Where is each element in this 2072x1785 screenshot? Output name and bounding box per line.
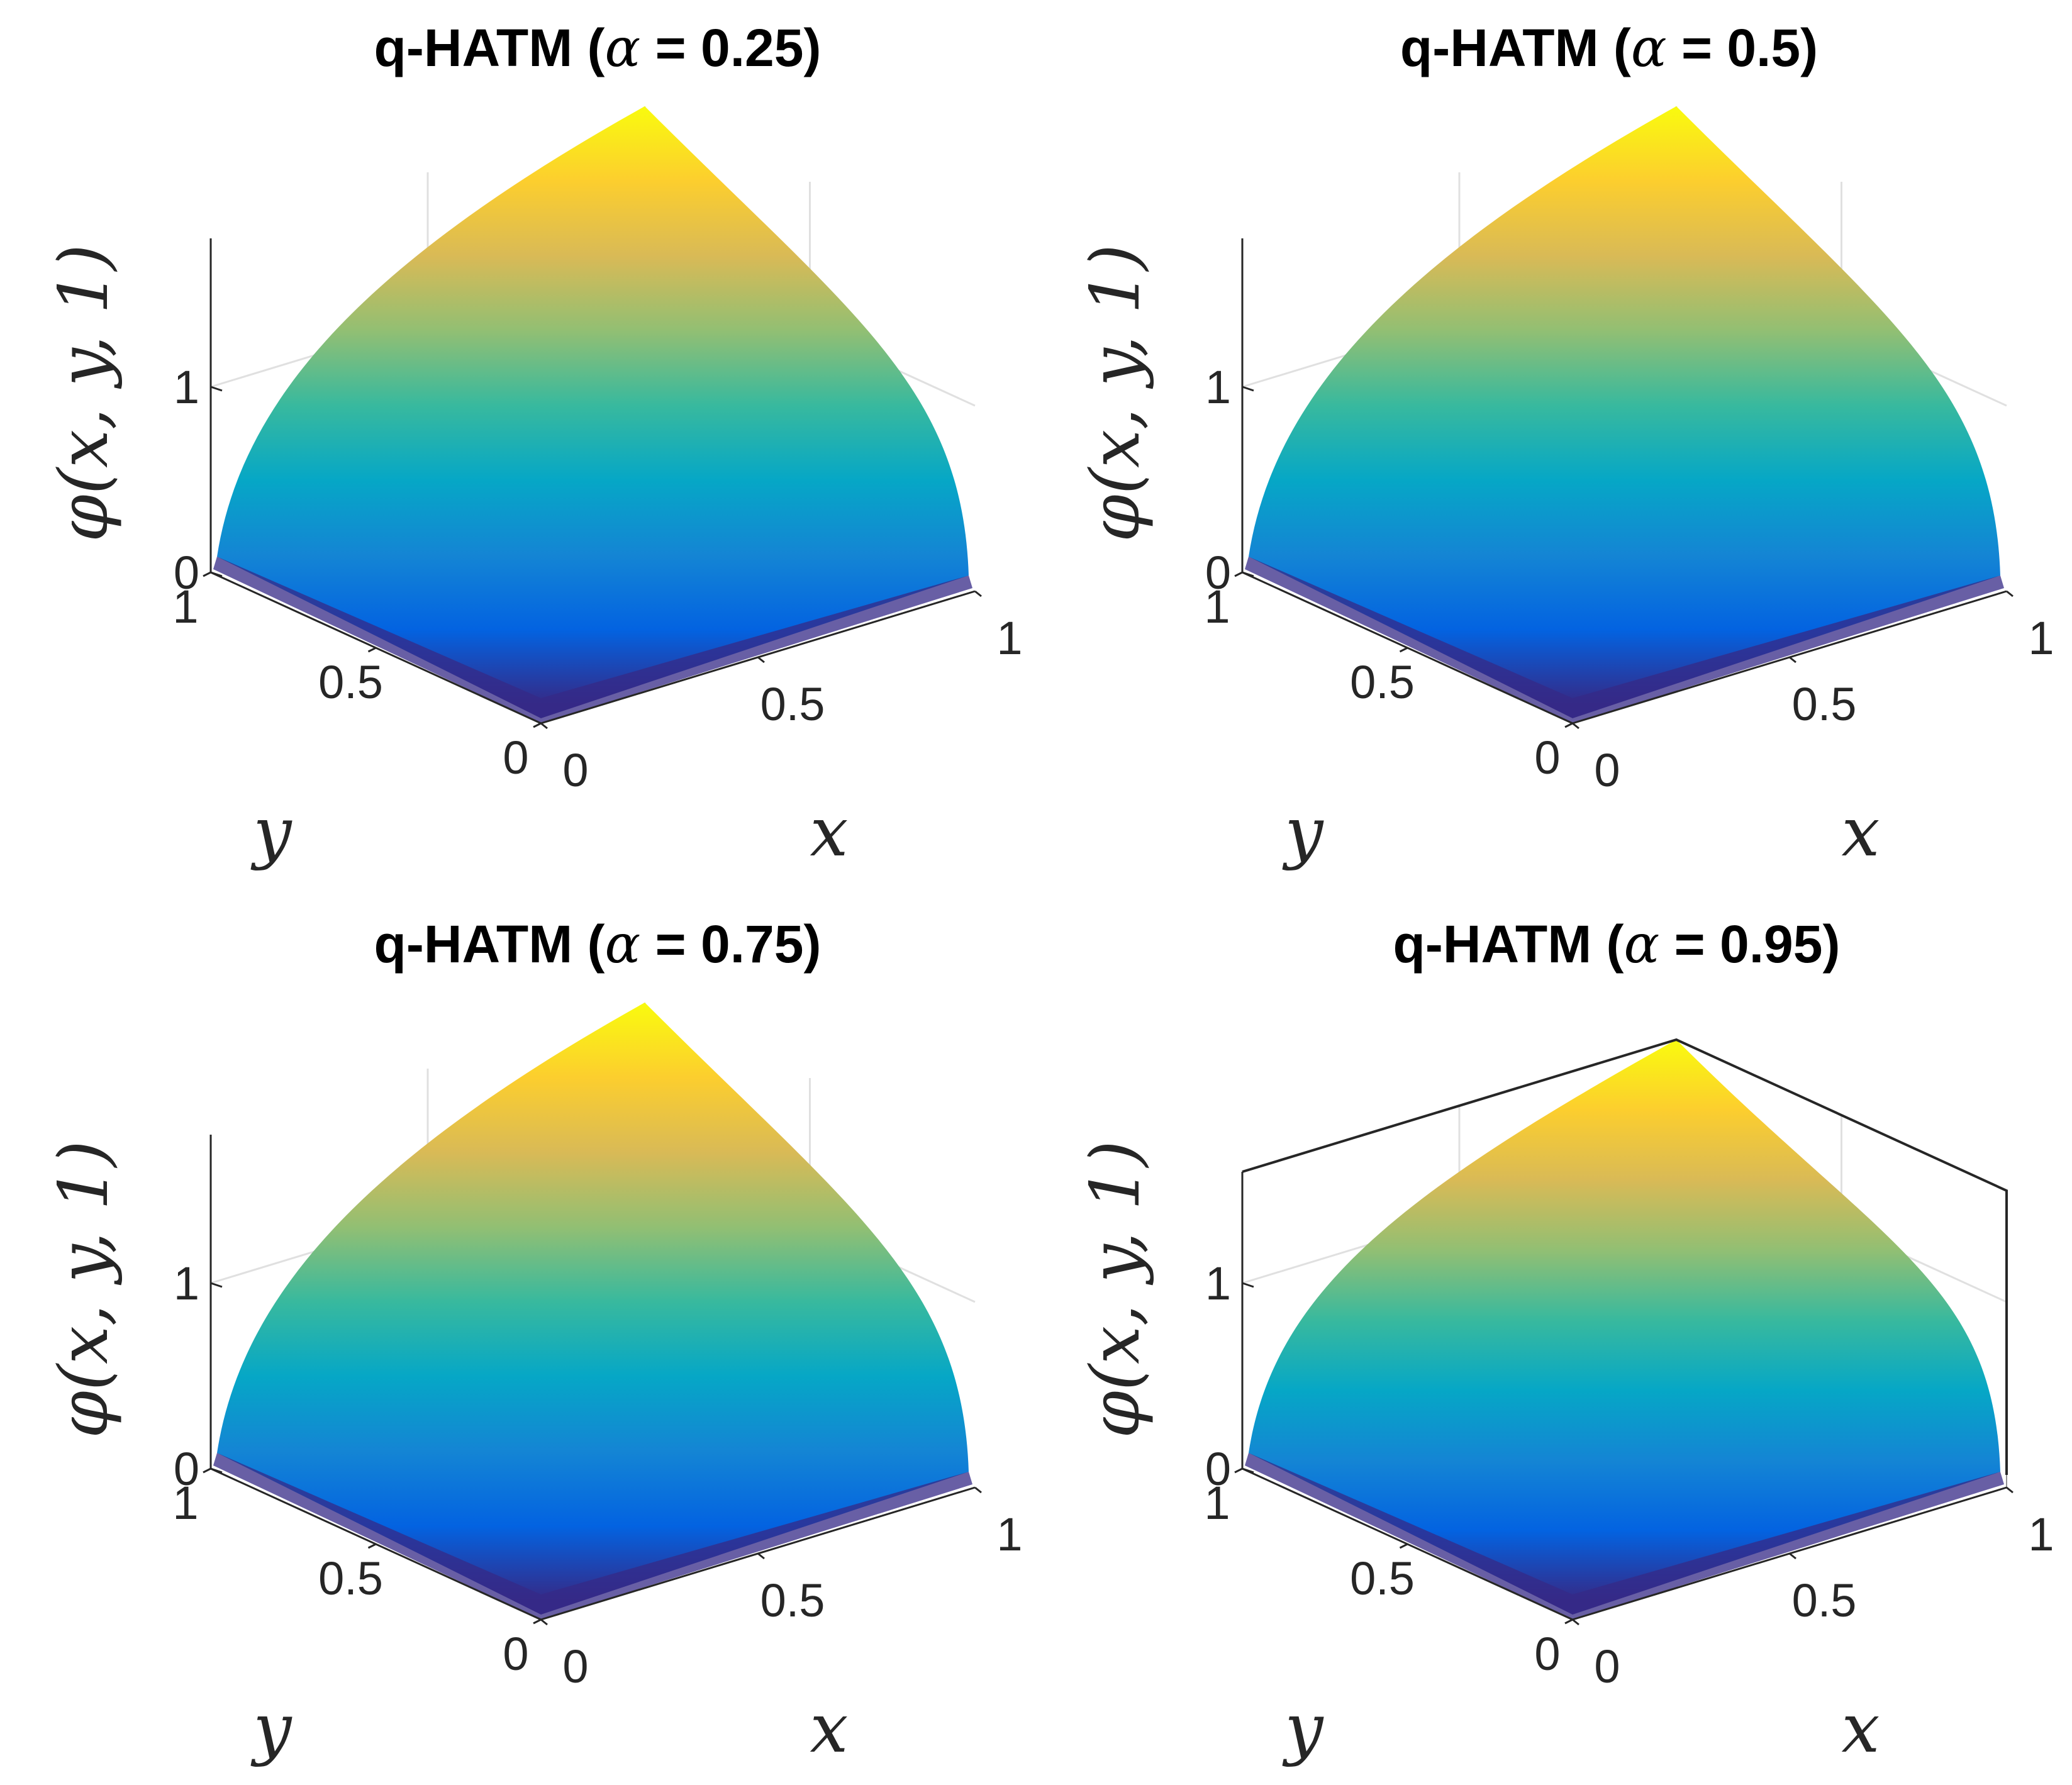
x-tick [1789, 1552, 1796, 1560]
panel-alpha-025: q-HATM (α = 0.25) φ(x, y, 1) y x 0100.51… [45, 17, 1023, 872]
z-tick-label: 1 [174, 1257, 199, 1310]
z-tick [210, 1467, 223, 1474]
z-tick [1242, 571, 1254, 577]
y-tick-label: 0 [1534, 731, 1560, 784]
x-tick-label: 1 [996, 1508, 1022, 1560]
z-tick [1242, 1282, 1254, 1288]
panel-title: q-HATM (α = 0.95) [1393, 913, 1841, 975]
z-axis-label: φ(x, y, 1) [45, 1140, 123, 1438]
y-axis-label: y [1281, 1689, 1324, 1768]
x-tick [974, 590, 982, 598]
y-tick-label: 1 [172, 581, 198, 633]
y-tick [203, 571, 211, 577]
y-tick-label: 0 [1534, 1628, 1560, 1680]
x-axis-label: x [1842, 793, 1880, 872]
surface [217, 106, 969, 718]
z-tick [210, 386, 223, 392]
surface-rim [213, 557, 972, 723]
x-tick [1789, 656, 1796, 664]
x-tick-label: 1 [2028, 1508, 2054, 1560]
y-tick-label: 1 [1204, 1477, 1230, 1529]
x-tick-label: 0 [1594, 744, 1620, 796]
z-tick [1242, 1467, 1254, 1474]
y-axis-label: y [1281, 793, 1324, 872]
z-tick-label: 1 [1205, 361, 1231, 413]
z-tick-label: 0 [174, 1443, 199, 1495]
y-tick-label: 0.5 [1350, 1552, 1415, 1604]
z-axis-label: φ(x, y, 1) [1076, 1140, 1155, 1438]
x-tick [2006, 1486, 2014, 1494]
surface-rim [1245, 1453, 2004, 1620]
z-axis-label: φ(x, y, 1) [1076, 244, 1155, 542]
y-tick [533, 1618, 542, 1625]
x-tick-label: 1 [996, 612, 1022, 664]
z-tick-label: 0 [174, 547, 199, 599]
x-tick [540, 1618, 548, 1626]
y-tick [367, 1543, 377, 1549]
z-axis-label: φ(x, y, 1) [45, 244, 123, 542]
y-tick-label: 0 [503, 731, 528, 784]
y-tick-label: 0.5 [1350, 656, 1415, 708]
surface-rim [1245, 557, 2004, 723]
x-axis-label: x [810, 1689, 849, 1768]
z-tick-label: 0 [1205, 1443, 1231, 1495]
y-axis-label: y [250, 793, 292, 872]
panel-title: q-HATM (α = 0.25) [374, 17, 822, 79]
y-tick [1234, 571, 1243, 577]
z-tick [210, 1282, 223, 1288]
surface [217, 1003, 969, 1615]
y-tick [1399, 1543, 1408, 1549]
panel-alpha-05: q-HATM (α = 0.5) φ(x, y, 1) y x 0100.510… [1076, 17, 2054, 872]
y-tick [1564, 722, 1573, 728]
z-tick [210, 571, 223, 577]
panel-title: q-HATM (α = 0.5) [1400, 17, 1818, 79]
x-tick [757, 656, 765, 664]
x-axis-label: x [810, 793, 849, 872]
panel-alpha-095: q-HATM (α = 0.95) φ(x, y, 1) y x 0100.51… [1076, 913, 2054, 1768]
surface [1249, 1040, 2000, 1615]
panel-title: q-HATM (α = 0.75) [374, 913, 822, 975]
y-axis-label: y [250, 1689, 292, 1768]
z-tick [1242, 386, 1254, 392]
y-tick [1564, 1618, 1573, 1625]
x-tick-label: 0 [562, 744, 588, 796]
x-tick-label: 0.5 [1792, 1574, 1857, 1627]
x-tick-label: 0 [562, 1640, 588, 1693]
y-tick [203, 1467, 211, 1474]
y-tick [1234, 1467, 1243, 1474]
x-tick-label: 1 [2028, 612, 2054, 664]
x-tick [2006, 590, 2014, 598]
x-tick-label: 0.5 [760, 678, 825, 730]
panel-alpha-075: q-HATM (α = 0.75) φ(x, y, 1) y x 0100.51… [45, 913, 1023, 1768]
x-tick [1572, 722, 1579, 730]
surface-rim [213, 1453, 972, 1620]
z-tick-label: 1 [1205, 1257, 1231, 1310]
y-tick-label: 0.5 [318, 1552, 383, 1604]
x-tick-label: 0.5 [760, 1574, 825, 1627]
x-tick [974, 1486, 982, 1494]
x-tick-label: 0.5 [1792, 678, 1857, 730]
surface [1249, 106, 2000, 718]
x-tick [1572, 1618, 1579, 1626]
x-tick-label: 0 [1594, 1640, 1620, 1693]
y-tick-label: 1 [1204, 581, 1230, 633]
y-tick [1399, 647, 1408, 653]
y-tick-label: 0.5 [318, 656, 383, 708]
y-tick [533, 722, 542, 728]
z-tick-label: 1 [174, 361, 199, 413]
x-axis-label: x [1842, 1689, 1880, 1768]
x-tick [540, 722, 548, 730]
z-tick-label: 0 [1205, 547, 1231, 599]
y-tick-label: 0 [503, 1628, 528, 1680]
y-tick [367, 647, 377, 653]
y-tick-label: 1 [172, 1477, 198, 1529]
x-tick [757, 1552, 765, 1560]
